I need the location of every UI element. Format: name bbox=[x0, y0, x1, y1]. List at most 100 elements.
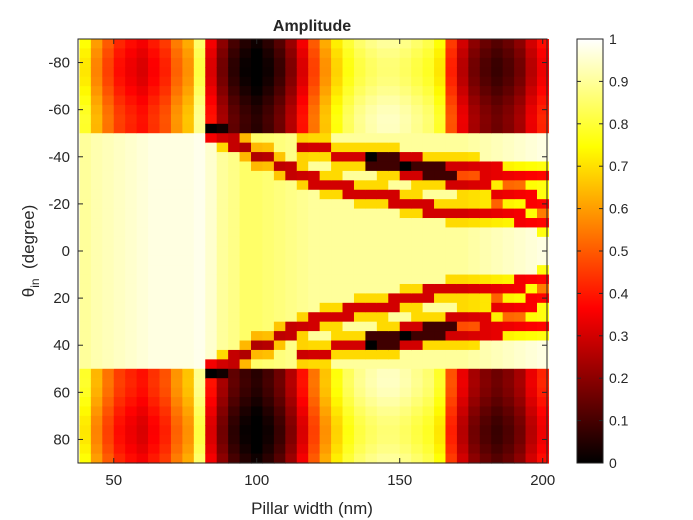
heatmap-cell bbox=[251, 368, 264, 379]
heatmap-cell bbox=[536, 95, 550, 106]
heatmap-cell bbox=[491, 246, 504, 257]
colorbar-tick-label: 0.6 bbox=[609, 201, 629, 217]
heatmap-cell bbox=[331, 199, 344, 210]
heatmap-cell bbox=[434, 406, 447, 417]
heatmap-cell bbox=[125, 255, 138, 266]
heatmap-cell bbox=[148, 236, 161, 247]
heatmap-cell bbox=[308, 170, 321, 181]
heatmap-cell bbox=[536, 331, 550, 342]
heatmap-cell bbox=[102, 57, 115, 68]
heatmap-cell bbox=[342, 236, 355, 247]
heatmap-cell bbox=[331, 114, 344, 125]
heatmap-cell bbox=[319, 387, 332, 398]
heatmap-cell bbox=[79, 161, 92, 172]
heatmap-cell bbox=[125, 397, 138, 408]
heatmap-cell bbox=[79, 76, 92, 87]
heatmap-cell bbox=[365, 359, 378, 370]
heatmap-cell bbox=[79, 387, 92, 398]
heatmap-cell bbox=[182, 48, 195, 59]
heatmap-cell bbox=[388, 246, 401, 257]
y-tick-label: -60 bbox=[48, 102, 70, 119]
heatmap-cell bbox=[296, 114, 309, 125]
heatmap-cell bbox=[456, 189, 469, 200]
heatmap-cell bbox=[525, 265, 538, 276]
heatmap-cell bbox=[182, 255, 195, 266]
heatmap-cell bbox=[296, 236, 309, 247]
heatmap-cell bbox=[136, 444, 149, 455]
heatmap-cell bbox=[445, 406, 458, 417]
heatmap-cell bbox=[113, 142, 126, 153]
heatmap-cell bbox=[319, 67, 332, 78]
heatmap-cell bbox=[170, 218, 183, 229]
heatmap-cell bbox=[159, 189, 172, 200]
heatmap-cell bbox=[434, 274, 447, 285]
heatmap-cell bbox=[479, 387, 492, 398]
heatmap-cell bbox=[376, 236, 389, 247]
heatmap-cell bbox=[456, 415, 469, 426]
heatmap-cell bbox=[525, 104, 538, 115]
heatmap-cell bbox=[170, 265, 183, 276]
heatmap-cell bbox=[125, 142, 138, 153]
heatmap-cell bbox=[125, 236, 138, 247]
heatmap-cell bbox=[251, 152, 264, 163]
heatmap-cell bbox=[342, 425, 355, 436]
heatmap-cell bbox=[502, 123, 515, 134]
heatmap-cell bbox=[456, 359, 469, 370]
heatmap-cell bbox=[205, 208, 218, 219]
heatmap-cell bbox=[239, 227, 252, 238]
heatmap-cell bbox=[445, 331, 458, 342]
heatmap-cell bbox=[239, 189, 252, 200]
heatmap-cell bbox=[182, 293, 195, 304]
heatmap-cell bbox=[216, 246, 229, 257]
heatmap-cell bbox=[148, 180, 161, 191]
heatmap-cell bbox=[251, 387, 264, 398]
heatmap-cell bbox=[182, 331, 195, 342]
heatmap-cell bbox=[182, 152, 195, 163]
heatmap-cell bbox=[456, 95, 469, 106]
heatmap-cell bbox=[273, 67, 286, 78]
heatmap-cell bbox=[136, 321, 149, 332]
heatmap-cell bbox=[251, 274, 264, 285]
heatmap-cell bbox=[148, 57, 161, 68]
heatmap-cell bbox=[125, 199, 138, 210]
heatmap-cell bbox=[102, 283, 115, 294]
heatmap-cell bbox=[399, 387, 412, 398]
heatmap-cell bbox=[285, 444, 298, 455]
heatmap-cell bbox=[308, 236, 321, 247]
heatmap-cell bbox=[399, 312, 412, 323]
heatmap-cell bbox=[468, 378, 481, 389]
heatmap-cell bbox=[479, 302, 492, 313]
heatmap-cell bbox=[468, 246, 481, 257]
heatmap-cell bbox=[514, 378, 527, 389]
heatmap-cell bbox=[308, 321, 321, 332]
heatmap-cell bbox=[205, 425, 218, 436]
heatmap-cell bbox=[342, 387, 355, 398]
heatmap-cell bbox=[479, 444, 492, 455]
heatmap-cell bbox=[456, 453, 469, 464]
heatmap-cell bbox=[445, 359, 458, 370]
heatmap-cell bbox=[331, 180, 344, 191]
heatmap-cell bbox=[193, 397, 206, 408]
heatmap-cell bbox=[399, 359, 412, 370]
heatmap-cell bbox=[468, 425, 481, 436]
heatmap-cell bbox=[331, 387, 344, 398]
heatmap-cell bbox=[331, 283, 344, 294]
heatmap-cell bbox=[502, 161, 515, 172]
heatmap-cell bbox=[411, 76, 424, 87]
heatmap-cell bbox=[353, 425, 367, 436]
y-axis-label-subscript: in bbox=[28, 278, 42, 287]
heatmap-cell bbox=[125, 218, 138, 229]
heatmap-cell bbox=[148, 67, 161, 78]
heatmap-cell bbox=[434, 218, 447, 229]
heatmap-cell bbox=[456, 208, 469, 219]
heatmap-cell bbox=[113, 434, 126, 445]
heatmap-cell bbox=[468, 133, 481, 144]
heatmap-cell bbox=[502, 246, 515, 257]
heatmap-cell bbox=[411, 340, 424, 351]
heatmap-cell bbox=[90, 444, 103, 455]
heatmap-cell bbox=[331, 133, 344, 144]
heatmap-cell bbox=[216, 293, 229, 304]
heatmap-cell bbox=[205, 368, 218, 379]
heatmap-cell bbox=[262, 387, 275, 398]
heatmap-cell bbox=[445, 114, 458, 125]
